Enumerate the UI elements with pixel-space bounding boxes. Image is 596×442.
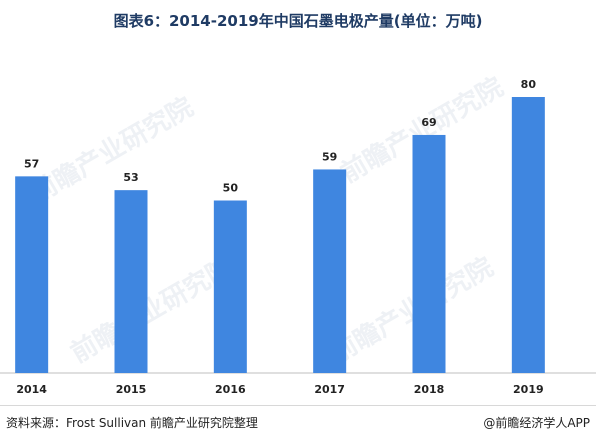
x-tick-label-2015: 2015 bbox=[116, 383, 147, 396]
bar-2016 bbox=[213, 200, 247, 373]
data-label-2017: 59 bbox=[322, 150, 337, 163]
bar-2019 bbox=[511, 97, 545, 373]
data-label-2015: 53 bbox=[123, 171, 138, 184]
data-label-2014: 57 bbox=[24, 157, 39, 170]
chart-title: 图表6：2014-2019年中国石墨电极产量(单位：万吨) bbox=[113, 12, 483, 30]
x-tick-label-2017: 2017 bbox=[314, 383, 345, 396]
footer-divider bbox=[0, 405, 596, 406]
data-label-2016: 50 bbox=[223, 182, 239, 195]
data-label-2019: 80 bbox=[521, 78, 537, 91]
bar-2018 bbox=[412, 134, 446, 373]
x-tick-label-2016: 2016 bbox=[215, 383, 246, 396]
bar-2017 bbox=[313, 169, 347, 373]
bar-2014 bbox=[15, 176, 49, 373]
source-note: 资料来源：Frost Sullivan 前瞻产业研究院整理 bbox=[6, 416, 258, 430]
data-label-2018: 69 bbox=[421, 116, 436, 129]
bar-2015 bbox=[114, 190, 148, 373]
x-tick-label-2018: 2018 bbox=[414, 383, 445, 396]
x-tick-label-2019: 2019 bbox=[513, 383, 544, 396]
credit-note: @前瞻经济学人APP bbox=[483, 416, 590, 430]
x-tick-label-2014: 2014 bbox=[16, 383, 47, 396]
